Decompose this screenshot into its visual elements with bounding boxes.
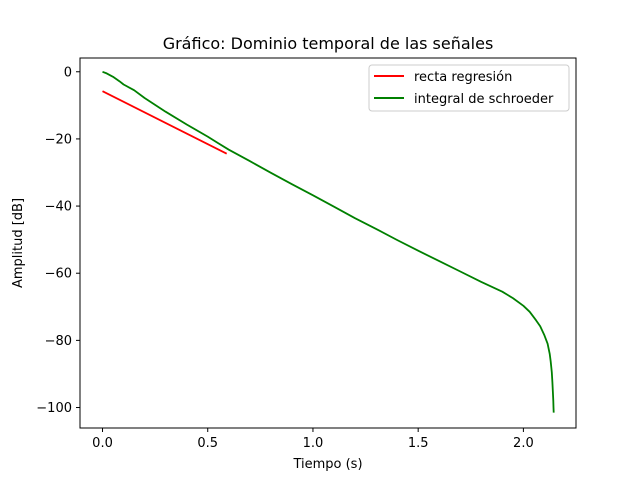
x-tick-label: 1.5 [408, 436, 429, 451]
x-tick-label: 0.0 [92, 436, 113, 451]
chart-title: Gráfico: Dominio temporal de las señales [163, 34, 494, 53]
legend-label-integral-de-schroeder: integral de schroeder [414, 92, 554, 107]
x-axis-label: Tiempo (s) [292, 457, 362, 472]
x-tick-label: 0.5 [197, 436, 218, 451]
y-tick-label: −60 [45, 267, 72, 282]
y-tick-label: −100 [36, 401, 72, 416]
series-line-recta-regresion [102, 90, 228, 155]
x-tick-label: 2.0 [513, 436, 534, 451]
plot-lines [102, 70, 555, 413]
y-axis-label: Amplitud [dB] [11, 198, 26, 288]
x-tick-label: 1.0 [303, 436, 324, 451]
plot-frame [79, 57, 577, 429]
ticks: 0.0 0.5 1.0 1.5 2.0 0 −20 −40 −60 −80 −100 [36, 65, 533, 451]
y-tick-label: 0 [64, 65, 72, 80]
legend: recta regresión integral de schroeder [368, 64, 570, 112]
legend-box [368, 64, 570, 112]
legend-label-recta-regresion: recta regresión [414, 70, 512, 85]
series-line-integral-de-schroeder [102, 70, 555, 413]
y-tick-label: −20 [45, 132, 72, 147]
y-tick-label: −40 [45, 200, 72, 215]
y-tick-label: −80 [45, 334, 72, 349]
